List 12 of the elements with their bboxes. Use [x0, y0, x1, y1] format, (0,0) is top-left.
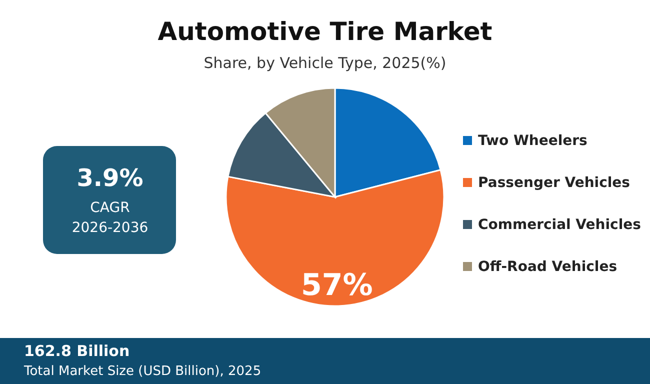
text: 2026-2036: [72, 220, 148, 236]
chart-title: Automotive Tire Market: [158, 17, 492, 46]
text: 3.9%: [76, 164, 144, 192]
legend-label: Commercial Vehicles: [478, 216, 641, 233]
chart-subtitle: Share, by Vehicle Type, 2025(%): [204, 54, 446, 72]
text: 162.8 Billion: [24, 342, 130, 360]
text: Total Market Size (USD Billion), 2025: [23, 364, 262, 379]
legend-label: Two Wheelers: [478, 132, 588, 149]
legend-label: Passenger Vehicles: [478, 174, 630, 191]
data-label: 57%: [300, 268, 373, 304]
legend-label: Off-Road Vehicles: [478, 258, 618, 275]
text: CAGR: [90, 200, 130, 216]
